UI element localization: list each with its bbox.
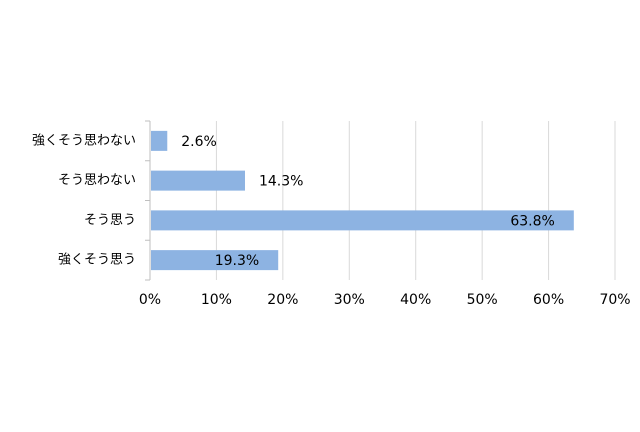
x-tick-label: 70%: [599, 292, 630, 308]
bar: [151, 130, 168, 151]
category-label: 強くそう思わない: [32, 133, 136, 148]
x-tick-label: 10%: [201, 292, 232, 308]
x-tick-label: 40%: [400, 292, 431, 308]
bar: [151, 250, 279, 271]
category-label: そう思わない: [58, 173, 136, 188]
x-tick-label: 0%: [139, 292, 161, 308]
x-tick-label: 20%: [267, 292, 298, 308]
data-label: 19.3%: [215, 253, 259, 269]
x-tick-label: 30%: [334, 292, 365, 308]
bar: [151, 210, 574, 231]
data-label: 14.3%: [259, 174, 303, 190]
x-tick-label: 60%: [533, 292, 564, 308]
data-label: 63.8%: [510, 213, 554, 229]
category-label: 強くそう思う: [58, 253, 136, 268]
category-label: そう思う: [84, 213, 136, 228]
bar: [151, 170, 245, 191]
x-tick-label: 50%: [467, 292, 498, 308]
data-label: 2.6%: [181, 134, 217, 150]
